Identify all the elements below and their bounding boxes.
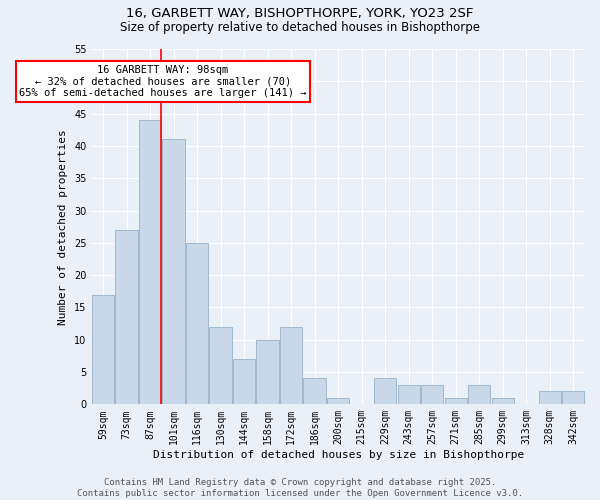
Bar [256,340,279,404]
Text: 16 GARBETT WAY: 98sqm
← 32% of detached houses are smaller (70)
65% of semi-deta: 16 GARBETT WAY: 98sqm ← 32% of detached … [19,65,307,98]
Bar [186,243,208,404]
Y-axis label: Number of detached properties: Number of detached properties [58,129,68,324]
Bar [421,385,443,404]
Bar [398,385,420,404]
Bar [539,392,561,404]
Bar [115,230,138,404]
Bar [280,327,302,404]
Bar [92,294,114,405]
Bar [233,359,255,405]
Bar [327,398,349,404]
Bar [209,327,232,404]
Text: 16, GARBETT WAY, BISHOPTHORPE, YORK, YO23 2SF: 16, GARBETT WAY, BISHOPTHORPE, YORK, YO2… [127,8,473,20]
Bar [562,392,584,404]
Bar [304,378,326,404]
Text: Contains HM Land Registry data © Crown copyright and database right 2025.
Contai: Contains HM Land Registry data © Crown c… [77,478,523,498]
Bar [468,385,490,404]
Bar [139,120,161,405]
Text: Size of property relative to detached houses in Bishopthorpe: Size of property relative to detached ho… [120,21,480,34]
Bar [491,398,514,404]
Bar [163,140,185,404]
X-axis label: Distribution of detached houses by size in Bishopthorpe: Distribution of detached houses by size … [152,450,524,460]
Bar [445,398,467,404]
Bar [374,378,397,404]
